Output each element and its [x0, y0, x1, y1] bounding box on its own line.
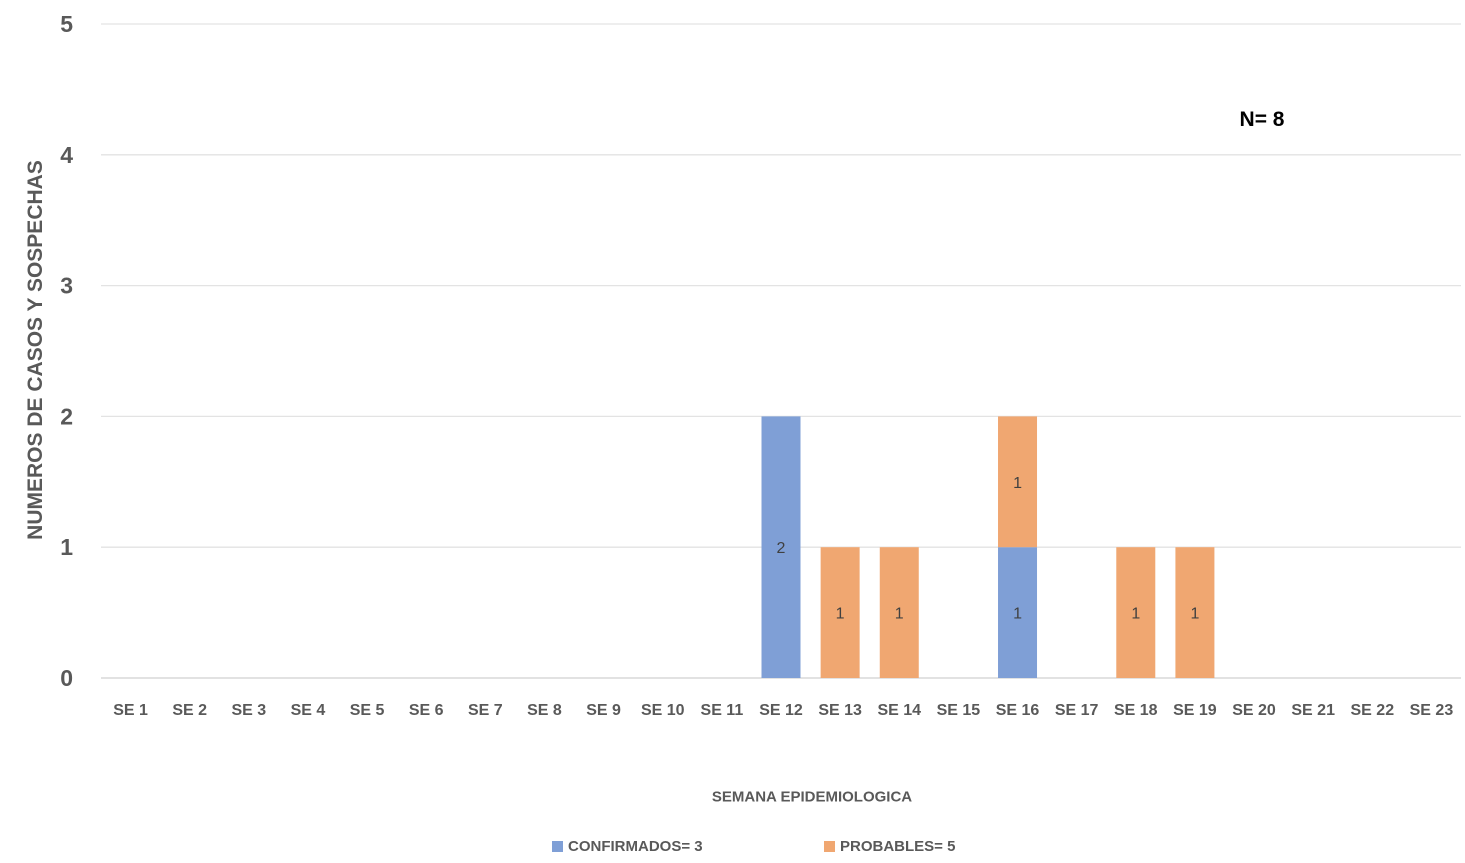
bar-probables: [879, 547, 919, 678]
data-label: 1: [1013, 475, 1022, 492]
legend-label-confirmados: CONFIRMADOS= 3: [568, 838, 703, 855]
x-tick-label: SE 3: [231, 702, 266, 719]
x-tick-label: SE 11: [701, 702, 744, 719]
y-tick-label: 0: [60, 665, 73, 691]
x-tick-label: SE 10: [641, 702, 685, 719]
x-tick-label: SE 9: [586, 702, 621, 719]
legend: CONFIRMADOS= 3 PROBABLES= 5: [0, 838, 1465, 858]
x-tick-label: SE 14: [877, 702, 921, 719]
bar-probables: [820, 547, 860, 678]
x-tick-label: SE 8: [527, 702, 562, 719]
bar-confirmados: [761, 416, 801, 678]
x-tick-label: SE 13: [818, 702, 862, 719]
y-axis-title: NUMEROS DE CASOS Y SOSPECHAS: [24, 160, 47, 540]
bar-probables: [998, 416, 1038, 548]
x-tick-label: SE 18: [1114, 702, 1158, 719]
x-tick-label: SE 4: [291, 702, 326, 719]
x-tick-label: SE 22: [1351, 702, 1395, 719]
legend-swatch-probables: [824, 841, 835, 852]
legend-item-probables: PROBABLES= 5: [824, 838, 955, 855]
x-tick-label: SE 5: [350, 702, 385, 719]
y-tick-label: 4: [60, 142, 73, 168]
x-tick-label: SE 7: [468, 702, 503, 719]
legend-item-confirmados: CONFIRMADOS= 3: [552, 838, 703, 855]
y-tick-label: 2: [60, 403, 73, 429]
x-tick-label: SE 2: [172, 702, 207, 719]
x-tick-label: SE 15: [937, 702, 981, 719]
total-annotation: N= 8: [1239, 108, 1285, 131]
bar-confirmados: [998, 547, 1038, 678]
data-label: 1: [895, 606, 904, 623]
x-tick-label: SE 6: [409, 702, 444, 719]
bar-probables: [1116, 547, 1156, 678]
x-tick-label: SE 16: [996, 702, 1040, 719]
x-tick-label: SE 19: [1173, 702, 1217, 719]
x-tick-label: SE 23: [1410, 702, 1454, 719]
x-axis-title: SEMANA EPIDEMIOLOGICA: [711, 788, 913, 806]
y-tick-label: 1: [60, 534, 73, 560]
x-tick-label: SE 1: [113, 702, 148, 719]
x-tick-label: SE 21: [1291, 702, 1335, 719]
data-label: 1: [1190, 606, 1199, 623]
x-tick-label: SE 12: [759, 702, 803, 719]
data-label: 1: [1013, 606, 1022, 623]
y-tick-label: 3: [60, 273, 73, 299]
y-tick-label: 5: [60, 11, 73, 37]
x-tick-label: SE 17: [1055, 702, 1099, 719]
data-label: 1: [836, 606, 845, 623]
legend-label-probables: PROBABLES= 5: [840, 838, 956, 855]
bar-probables: [1175, 547, 1215, 678]
data-label: 1: [1131, 606, 1140, 623]
legend-swatch-confirmados: [552, 841, 563, 852]
x-tick-label: SE 20: [1232, 702, 1276, 719]
data-label: 2: [777, 540, 786, 557]
